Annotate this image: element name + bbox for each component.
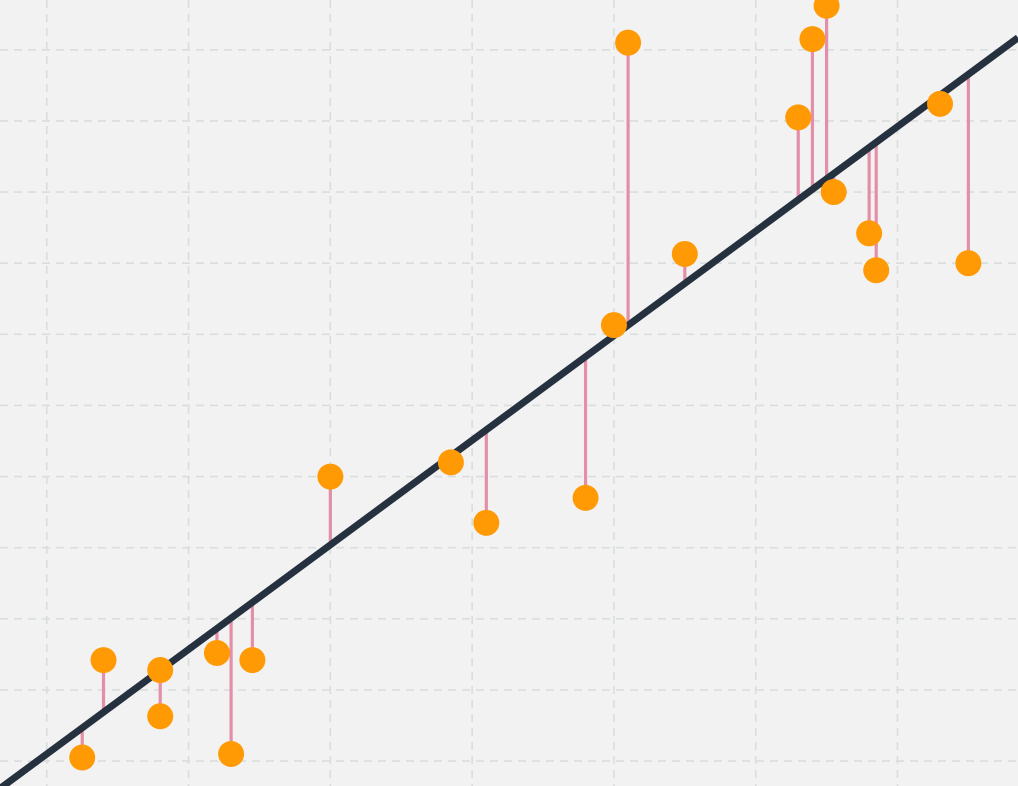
scatter-point xyxy=(147,703,174,730)
scatter-point xyxy=(437,449,464,476)
scatter-points xyxy=(69,0,982,771)
scatter-point xyxy=(203,639,230,666)
scatter-point xyxy=(927,90,954,117)
scatter-point xyxy=(218,740,245,767)
scatter-point xyxy=(572,484,599,511)
scatter-point xyxy=(785,104,812,131)
residual-lines xyxy=(80,5,970,758)
scatter-point xyxy=(813,0,840,19)
scatter-point xyxy=(856,220,883,247)
scatter-point xyxy=(955,250,982,277)
scatter-point xyxy=(317,463,344,490)
scatter-point xyxy=(90,647,117,674)
scatter-point xyxy=(69,744,96,771)
scatter-point xyxy=(147,657,174,684)
scatter-point xyxy=(239,647,266,674)
scatter-point xyxy=(671,240,698,267)
scatter-point xyxy=(615,29,642,56)
scatter-point xyxy=(863,257,890,284)
scatter-point xyxy=(600,312,627,339)
scatter-point xyxy=(473,509,500,536)
scatter-point xyxy=(820,179,847,206)
scatter-point xyxy=(799,26,826,53)
